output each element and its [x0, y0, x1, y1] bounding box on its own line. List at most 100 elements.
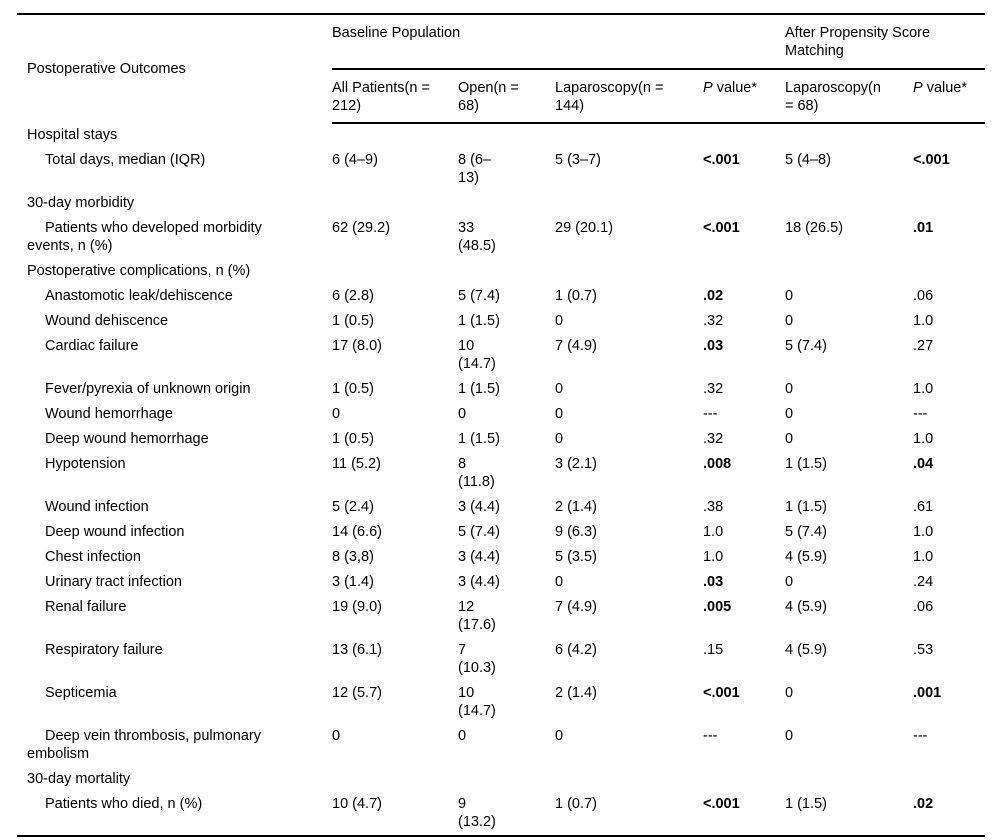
cell-laparoscopy-baseline: 9 (6.3) — [555, 524, 597, 540]
cell-laparoscopy-baseline: 7 (4.9) — [555, 599, 597, 615]
row-label: Cardiac failure — [45, 338, 139, 354]
cell-all-patients: 8 (3,8) — [332, 549, 374, 565]
column-header-open: Open(n = 68) — [458, 69, 555, 124]
table-row: Hypotension 11 (5.2) 8 (11.8) 3 (2.1) .008 1 … — [17, 452, 985, 495]
cell-all-patients: 5 (2.4) — [332, 499, 374, 515]
cell-p-value-psm: 1.0 — [913, 313, 934, 329]
cell-laparoscopy-psm — [785, 191, 913, 216]
cell-p-value-baseline: --- — [703, 728, 718, 744]
column-header-all-patients: All Patients(n = 212) — [332, 69, 458, 124]
cell-laparoscopy-psm: 5 (7.4) — [785, 524, 827, 540]
cell-open: 8 (11.8) — [458, 456, 495, 490]
cell-p-value-baseline: .005 — [703, 599, 732, 615]
table-row: Renal failure 19 (9.0) 12 (17.6) 7 (4.9) .00… — [17, 595, 985, 638]
cell-p-value-psm: .24 — [913, 574, 934, 590]
cell-all-patients: 3 (1.4) — [332, 574, 374, 590]
cell-laparoscopy-baseline: 0 — [555, 381, 564, 397]
cell-laparoscopy-baseline: 0 — [555, 574, 564, 590]
cell-laparoscopy-psm: 1 (1.5) — [785, 499, 827, 515]
table-row: Deep wound hemorrhage 1 (0.5) 1 (1.5) 0 .32 0… — [17, 427, 985, 452]
cell-p-value-baseline: .32 — [703, 313, 724, 329]
cell-all-patients — [332, 191, 458, 216]
cell-laparoscopy-psm: 5 (4–8) — [785, 152, 831, 168]
cell-p-value-baseline: .02 — [703, 288, 724, 304]
cell-laparoscopy-psm: 0 — [785, 313, 794, 329]
cell-p-value-psm — [913, 259, 985, 284]
table-row: Fever/pyrexia of unknown origin 1 (0.5) 1 … — [17, 377, 985, 402]
cell-p-value-baseline — [703, 191, 785, 216]
table-row: Anastomotic leak/dehiscence 6 (2.8) 5 (7.4… — [17, 284, 985, 309]
cell-laparoscopy-psm: 1 (1.5) — [785, 792, 913, 837]
row-label: 30-day mortality — [27, 771, 131, 787]
table-row: Total days, median (IQR) 6 (4–9) 8 (6– 13)… — [17, 148, 985, 191]
cell-all-patients: 0 — [332, 728, 341, 744]
cell-laparoscopy-psm: 4 (5.9) — [785, 599, 827, 615]
cell-laparoscopy-baseline: 7 (4.9) — [555, 338, 597, 354]
cell-p-value-psm — [913, 123, 985, 148]
cell-open: 3 (4.4) — [458, 549, 500, 565]
table-row: Chest infection 8 (3,8) 3 (4.4) 5 (3.5) 1.0 4… — [17, 545, 985, 570]
cell-all-patients: 1 (0.5) — [332, 313, 374, 329]
cell-open: 1 (1.5) — [458, 431, 500, 447]
cell-p-value-psm: .06 — [913, 599, 934, 615]
cell-laparoscopy-psm: 0 — [785, 574, 794, 590]
column-header-p-value-baseline: P value* — [703, 69, 785, 124]
cell-p-value-psm: .02 — [913, 792, 986, 837]
cell-laparoscopy-psm: 4 (5.9) — [785, 642, 827, 658]
cell-open — [458, 767, 555, 792]
table-row: Septicemia 12 (5.7) 10 (14.7) 2 (1.4) <.001 0… — [17, 681, 985, 724]
column-header-laparoscopy-baseline: Laparoscopy(n = 144) — [555, 69, 703, 124]
table-row: Respiratory failure 13 (6.1) 7 (10.3) 6 (4.… — [17, 638, 985, 681]
table-row: Wound dehiscence 1 (0.5) 1 (1.5) 0 .32 0 1.0 — [17, 309, 985, 334]
row-label: Anastomotic leak/dehiscence — [45, 288, 233, 304]
group-header-row: Postoperative Outcomes Baseline Populati… — [17, 13, 986, 123]
row-label: Wound infection — [45, 499, 149, 515]
cell-open: 0 — [458, 728, 467, 744]
cell-all-patients: 12 (5.7) — [332, 685, 382, 701]
row-label: Patients who developed morbidity events,… — [27, 220, 262, 254]
cell-open: 1 (1.5) — [458, 313, 500, 329]
cell-open: 10 (14.7) — [458, 685, 496, 719]
cell-all-patients — [332, 259, 458, 284]
row-label: Respiratory failure — [45, 642, 163, 658]
cell-all-patients: 62 (29.2) — [332, 220, 391, 236]
row-label: Wound dehiscence — [45, 313, 169, 329]
cell-p-value-psm: --- — [913, 728, 928, 744]
row-label: Hospital stays — [27, 127, 118, 143]
cell-laparoscopy-baseline: 0 — [555, 728, 564, 744]
row-label: Wound hemorrhage — [45, 406, 173, 422]
cell-open — [458, 123, 555, 148]
cell-p-value-psm: .53 — [913, 642, 934, 658]
cell-p-value-baseline — [703, 767, 785, 792]
cell-laparoscopy-baseline: 0 — [555, 406, 564, 422]
cell-laparoscopy-baseline: 29 (20.1) — [555, 220, 614, 236]
cell-p-value-psm — [913, 767, 985, 792]
cell-p-value-baseline: 1.0 — [703, 524, 724, 540]
cell-all-patients: 6 (4–9) — [332, 152, 378, 168]
row-label: Deep wound infection — [45, 524, 185, 540]
cell-laparoscopy-psm: 0 — [785, 728, 794, 744]
row-label: Deep wound hemorrhage — [45, 431, 209, 447]
table-body: Hospital stays Total days, median (IQR) 6 … — [17, 123, 986, 837]
cell-open — [458, 191, 555, 216]
cell-laparoscopy-baseline: 1 (0.7) — [555, 288, 597, 304]
cell-laparoscopy-baseline: 0 — [555, 431, 564, 447]
group-header-psm: After Propensity Score Matching — [785, 13, 986, 70]
cell-p-value-psm: <.001 — [913, 152, 950, 168]
cell-open — [458, 259, 555, 284]
cell-laparoscopy-baseline: 5 (3–7) — [555, 152, 601, 168]
cell-open: 1 (1.5) — [458, 381, 500, 397]
cell-laparoscopy-psm — [785, 123, 913, 148]
cell-p-value-baseline: .32 — [703, 431, 724, 447]
cell-all-patients: 19 (9.0) — [332, 599, 382, 615]
cell-all-patients — [332, 123, 458, 148]
cell-laparoscopy-psm: 0 — [785, 288, 794, 304]
cell-laparoscopy-psm: 18 (26.5) — [785, 220, 844, 236]
cell-p-value-baseline: --- — [703, 406, 718, 422]
table-row: Cardiac failure 17 (8.0) 10 (14.7) 7 (4.9).… — [17, 334, 985, 377]
cell-p-value-psm: .27 — [913, 338, 934, 354]
cell-p-value-baseline: <.001 — [703, 152, 740, 168]
cell-p-value-psm: .61 — [913, 499, 934, 515]
p-rest: value* — [712, 80, 758, 96]
row-label: Deep vein thrombosis, pulmonary embolism — [27, 728, 261, 762]
